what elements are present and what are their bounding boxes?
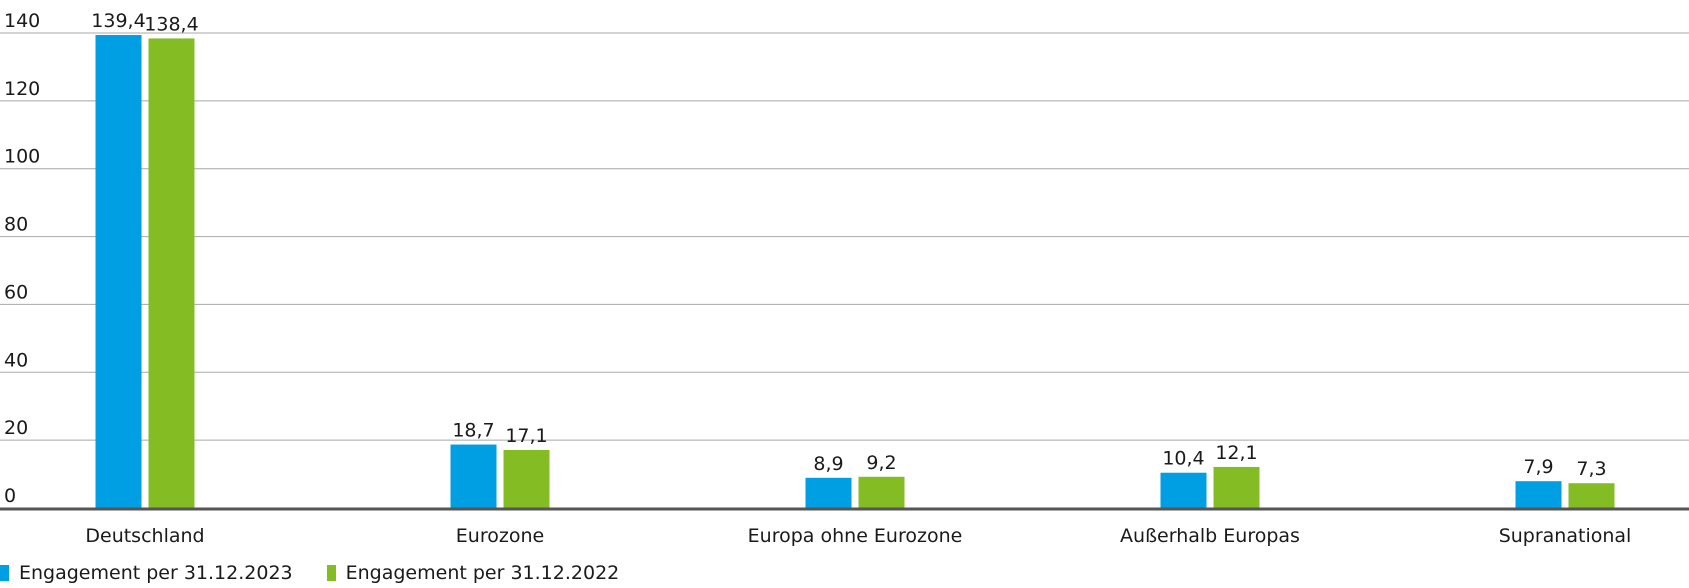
legend-item-2023: Engagement per 31.12.2023	[0, 562, 293, 584]
data-label: 139,4	[91, 10, 145, 32]
y-tick-label: 100	[4, 146, 40, 168]
y-tick-label: 0	[4, 485, 16, 507]
bar	[858, 476, 905, 508]
bar	[148, 38, 195, 509]
x-category-label: Supranational	[1499, 525, 1632, 547]
bar	[1213, 466, 1260, 508]
bar	[1515, 481, 1562, 508]
data-label: 138,4	[144, 13, 198, 35]
y-tick-label: 40	[4, 349, 28, 371]
y-tick-label: 120	[4, 78, 40, 100]
legend-label-2022: Engagement per 31.12.2022	[345, 562, 620, 584]
x-category-label: Deutschland	[85, 525, 204, 547]
data-label: 9,2	[866, 452, 896, 474]
bar	[1160, 472, 1207, 508]
y-tick-label: 20	[4, 417, 28, 439]
bar	[503, 449, 550, 508]
data-label: 7,3	[1576, 458, 1606, 480]
bar	[450, 444, 497, 508]
data-label: 18,7	[452, 420, 494, 442]
data-label: 12,1	[1215, 442, 1257, 464]
bar	[1568, 483, 1615, 508]
bar	[805, 477, 852, 508]
bar	[95, 35, 142, 509]
legend-item-2022: Engagement per 31.12.2022	[326, 562, 620, 584]
legend-swatch-2022	[326, 565, 336, 581]
x-category-label: Außerhalb Europas	[1120, 525, 1300, 547]
data-label: 7,9	[1523, 456, 1553, 478]
y-tick-label: 80	[4, 214, 28, 236]
legend-swatch-2023	[0, 565, 9, 581]
data-label: 10,4	[1162, 448, 1204, 470]
data-label: 8,9	[813, 453, 843, 475]
legend-label-2023: Engagement per 31.12.2023	[19, 562, 293, 584]
y-tick-label: 140	[4, 10, 40, 32]
x-category-label: Europa ohne Eurozone	[748, 525, 963, 547]
data-label: 17,1	[505, 425, 547, 447]
legend: Engagement per 31.12.2023 Engagement per…	[0, 558, 653, 588]
y-tick-label: 60	[4, 281, 28, 303]
x-category-label: Eurozone	[456, 525, 544, 547]
